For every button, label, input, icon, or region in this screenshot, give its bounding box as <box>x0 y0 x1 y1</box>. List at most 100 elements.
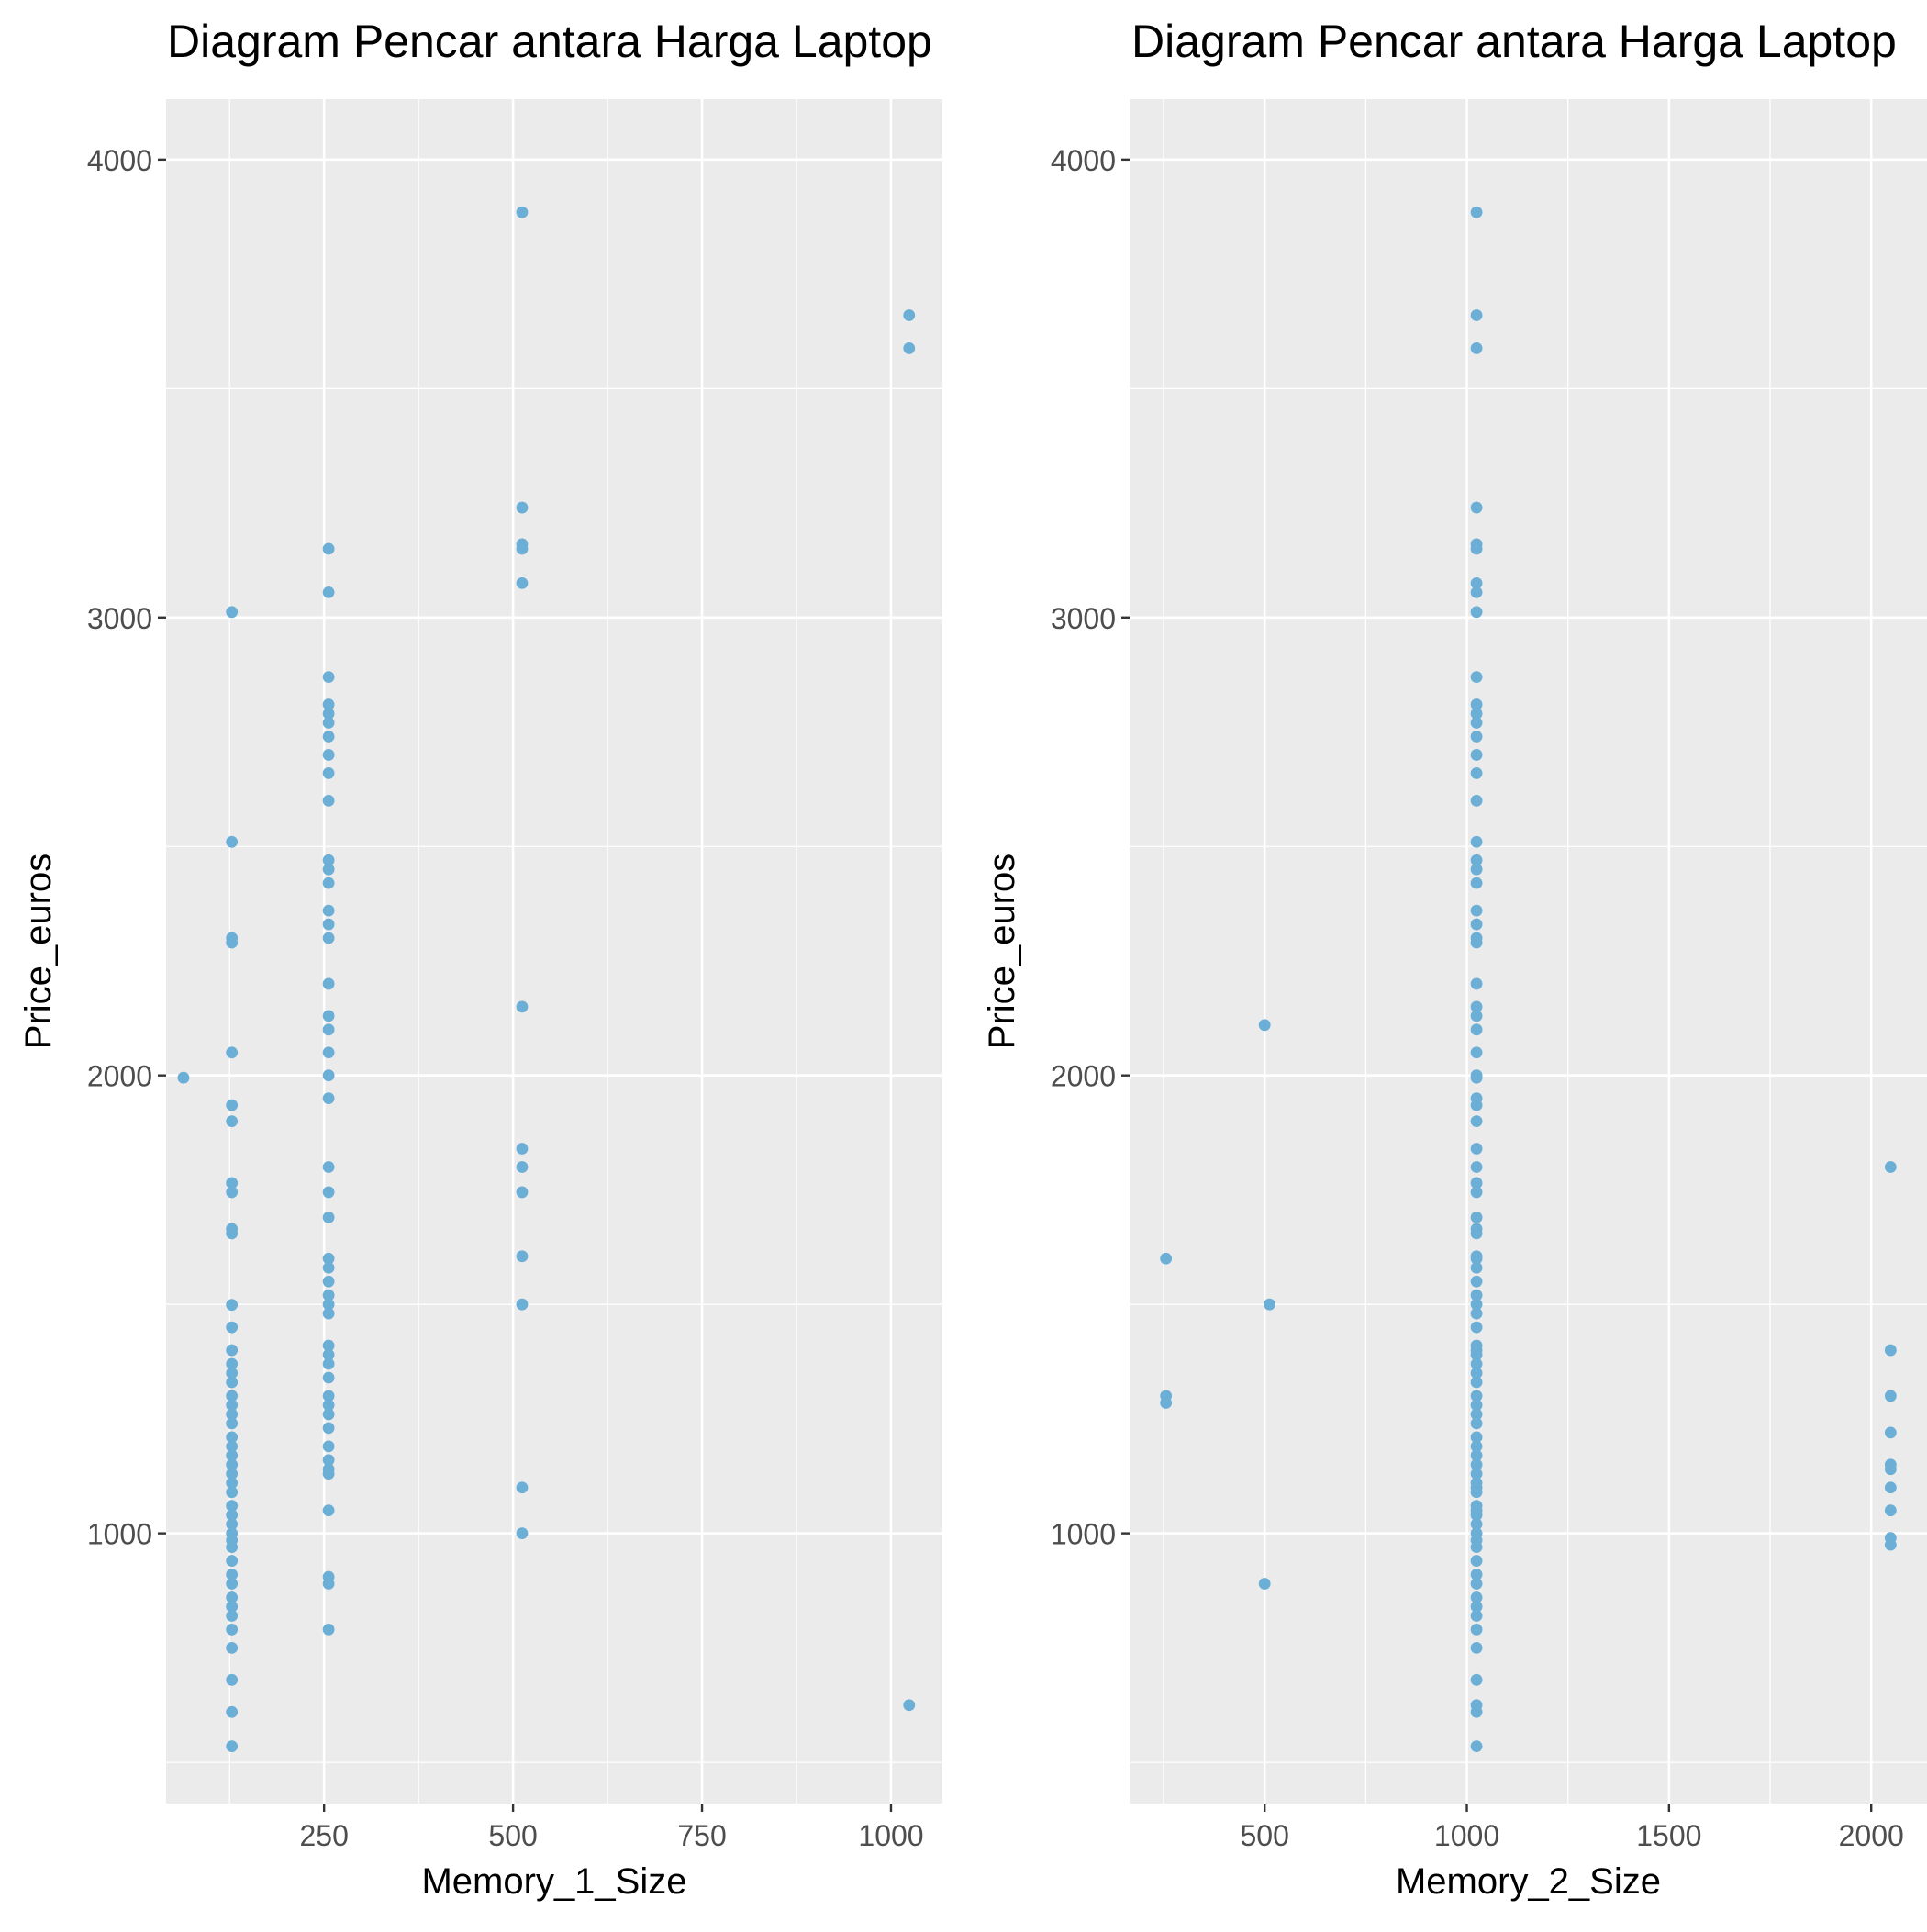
data-point <box>322 863 335 876</box>
data-point <box>322 1069 335 1082</box>
data-point <box>226 1518 239 1531</box>
data-point <box>1470 918 1483 931</box>
data-point <box>1470 1348 1483 1361</box>
data-point <box>226 1673 239 1686</box>
left-gridlines <box>166 99 942 1804</box>
data-point <box>903 309 916 321</box>
data-point <box>322 1371 335 1384</box>
data-point <box>226 1227 239 1240</box>
data-point <box>1470 586 1483 598</box>
data-point <box>1470 1705 1483 1718</box>
data-point <box>226 1500 239 1513</box>
right-chart-title: Diagram Pencar antara Harga Laptop <box>1131 16 1897 67</box>
data-point <box>1470 1177 1483 1189</box>
right-x-tick-label: 1000 <box>1434 1819 1499 1852</box>
right-points <box>1160 206 1897 1753</box>
data-point <box>1470 1289 1483 1301</box>
data-point <box>1470 936 1483 949</box>
data-point <box>226 1624 239 1636</box>
right-x-tick-label: 500 <box>1240 1819 1288 1852</box>
left-y-tick-label: 1000 <box>87 1518 152 1551</box>
data-point <box>903 342 916 354</box>
left-x-tick-label: 1000 <box>858 1819 923 1852</box>
data-point <box>322 1275 335 1288</box>
data-point <box>226 1449 239 1462</box>
data-point <box>226 1541 239 1554</box>
data-point <box>322 767 335 779</box>
data-point <box>1258 1019 1271 1032</box>
left-y-tick-label: 2000 <box>87 1060 152 1093</box>
data-point <box>322 731 335 743</box>
data-point <box>1470 1673 1483 1686</box>
data-point <box>1470 1740 1483 1753</box>
data-point <box>226 1591 239 1603</box>
data-point <box>1470 1161 1483 1173</box>
data-point <box>1470 1555 1483 1567</box>
data-point <box>226 1601 239 1613</box>
data-point <box>226 1390 239 1402</box>
data-point <box>226 1417 239 1430</box>
data-point <box>1470 977 1483 990</box>
data-point <box>1470 542 1483 555</box>
data-point <box>322 1298 335 1311</box>
right-panel-background <box>1130 99 1927 1804</box>
data-point <box>226 606 239 619</box>
right-y-tick-label: 4000 <box>1051 144 1116 177</box>
data-point <box>1884 1161 1897 1173</box>
data-point <box>322 1408 335 1421</box>
data-point <box>1470 576 1483 589</box>
left-y-tick-label: 3000 <box>87 602 152 635</box>
data-point <box>903 1699 916 1712</box>
data-point <box>516 1143 529 1155</box>
data-point <box>322 708 335 720</box>
data-point <box>1884 1390 1897 1402</box>
data-point <box>1470 1458 1483 1471</box>
data-point <box>516 501 529 514</box>
data-point <box>1470 863 1483 876</box>
data-point <box>1470 1275 1483 1288</box>
data-point <box>322 1339 335 1352</box>
data-point <box>1470 1449 1483 1462</box>
data-point <box>226 1431 239 1444</box>
right-y-tick-label: 3000 <box>1051 602 1116 635</box>
data-point <box>1470 1367 1483 1379</box>
data-point <box>322 542 335 555</box>
data-point <box>226 1569 239 1580</box>
data-point <box>322 1261 335 1274</box>
data-point <box>322 1289 335 1301</box>
data-point <box>1884 1344 1897 1357</box>
data-point <box>322 854 335 866</box>
right-y-axis-label: Price_euros <box>982 854 1022 1049</box>
data-point <box>516 1186 529 1199</box>
data-point <box>322 1390 335 1402</box>
left-x-tick-label: 250 <box>299 1819 348 1852</box>
data-point <box>226 1440 239 1453</box>
data-point <box>1470 749 1483 761</box>
data-point <box>1470 1399 1483 1412</box>
data-point <box>1470 1071 1483 1084</box>
data-point <box>1470 1624 1483 1636</box>
data-point <box>177 1071 190 1084</box>
data-point <box>1470 1046 1483 1059</box>
data-point <box>1470 877 1483 889</box>
data-point <box>1470 1390 1483 1402</box>
data-point <box>1884 1481 1897 1494</box>
data-point <box>226 1458 239 1471</box>
data-point <box>1470 1099 1483 1111</box>
data-point <box>516 542 529 555</box>
data-point <box>226 1610 239 1622</box>
data-point <box>226 1399 239 1412</box>
data-point <box>226 936 239 949</box>
data-point <box>1470 606 1483 619</box>
data-point <box>322 1454 335 1467</box>
data-point <box>1884 1538 1897 1551</box>
left-y-axis-label: Price_euros <box>18 854 59 1049</box>
data-point <box>1470 1298 1483 1311</box>
data-point <box>322 904 335 917</box>
data-point <box>1470 309 1483 321</box>
right-panel: 1000 2000 3000 4000 500 1000 1500 2000 Memory_2_… <box>982 16 1927 1902</box>
data-point <box>322 1348 335 1361</box>
data-point <box>322 1186 335 1199</box>
data-point <box>322 932 335 944</box>
data-point <box>1470 731 1483 743</box>
